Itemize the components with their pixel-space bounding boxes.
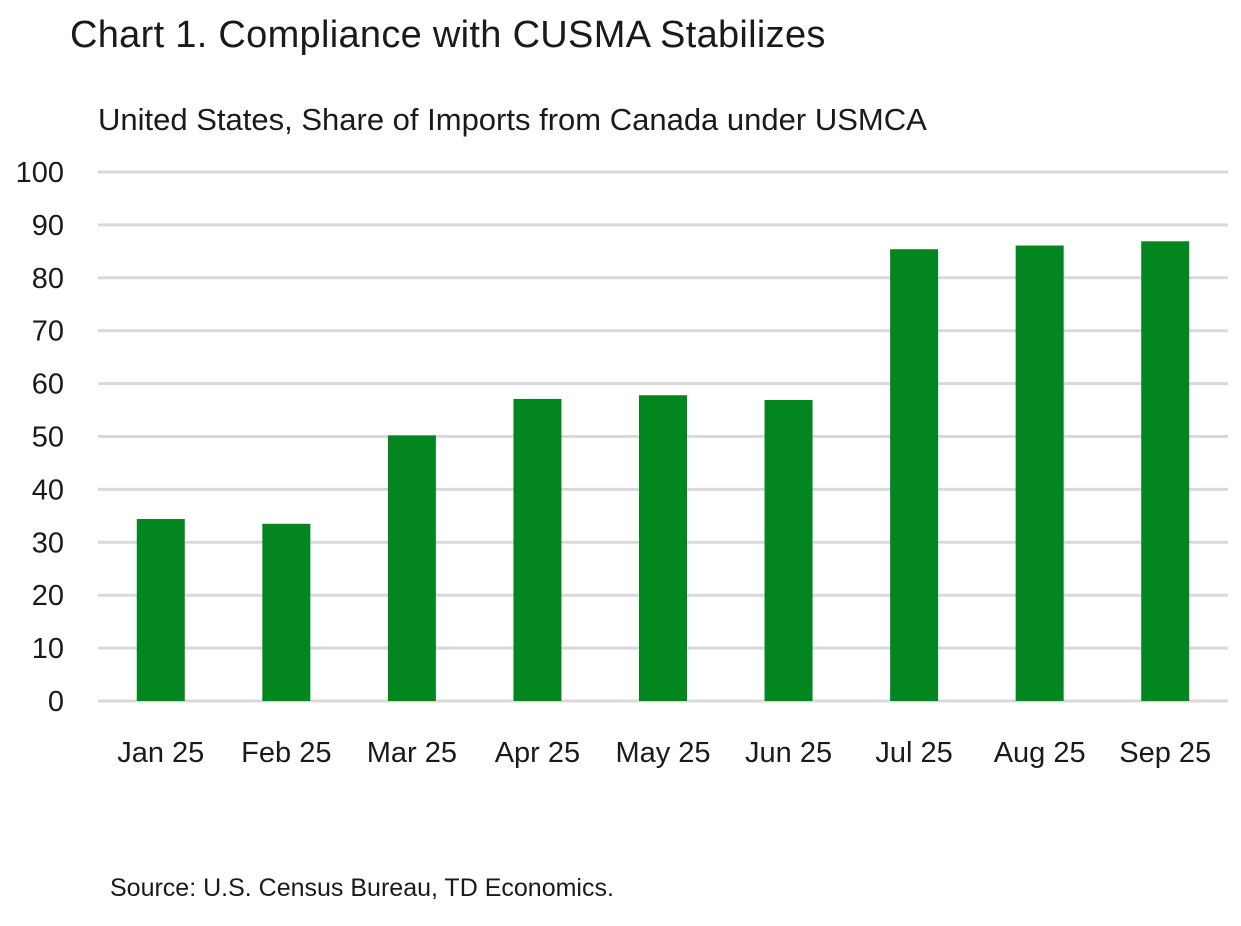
bars <box>136 241 1190 701</box>
chart-subtitle: United States, Share of Imports from Can… <box>98 102 927 137</box>
x-tick-label: Jul 25 <box>875 737 952 769</box>
y-tick-label: 80 <box>32 263 64 295</box>
x-tick-label: Jan 25 <box>117 737 204 769</box>
bar-feb-25 <box>262 523 311 701</box>
y-tick-label: 0 <box>48 686 64 718</box>
bar-may-25 <box>639 395 687 701</box>
y-tick-label: 60 <box>32 369 64 401</box>
x-tick-label: Mar 25 <box>367 737 457 769</box>
source-note: Source: U.S. Census Bureau, TD Economics… <box>110 874 614 902</box>
bar-mar-25 <box>387 435 436 701</box>
y-tick-label: 20 <box>32 580 64 612</box>
y-tick-label: 10 <box>32 633 64 665</box>
y-tick-label: 90 <box>32 210 64 242</box>
chart-title: Chart 1. Compliance with CUSMA Stabilize… <box>70 14 826 56</box>
y-tick-label: 100 <box>16 157 64 189</box>
y-tick-label: 30 <box>32 527 64 559</box>
bar-apr-25 <box>513 398 562 701</box>
bar-jun-25 <box>764 399 813 701</box>
x-tick-label: May 25 <box>615 737 710 769</box>
bar-jan-25 <box>136 519 185 701</box>
bar-sep-25 <box>1141 241 1190 701</box>
y-tick-label: 50 <box>32 422 64 454</box>
bar-aug-25 <box>1015 245 1064 701</box>
y-axis-ticks: 0 10 20 30 40 50 60 70 80 90 100 <box>16 157 64 718</box>
y-tick-label: 40 <box>32 474 64 506</box>
x-tick-label: Aug 25 <box>994 737 1086 769</box>
x-tick-label: Jun 25 <box>745 737 832 769</box>
x-tick-label: Feb 25 <box>241 737 331 769</box>
bar-jul-25 <box>890 249 939 701</box>
y-tick-label: 70 <box>32 316 64 348</box>
x-tick-label: Sep 25 <box>1119 737 1211 769</box>
x-axis-ticks: Jan 25 Feb 25 Mar 25 Apr 25 May 25 Jun 25 Jul … <box>117 737 1211 769</box>
x-tick-label: Apr 25 <box>495 737 580 769</box>
